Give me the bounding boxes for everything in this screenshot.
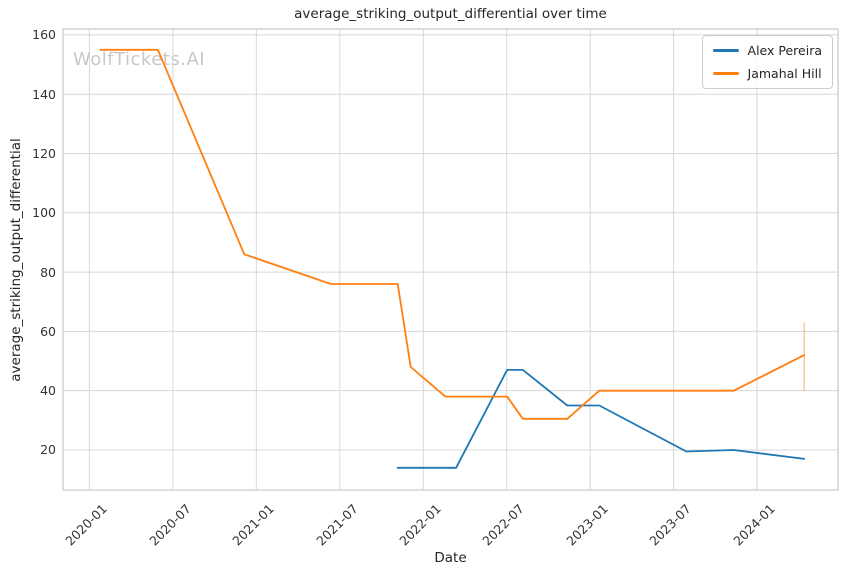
legend-item-alex-pereira: Alex Pereira [712, 43, 822, 58]
legend-line-swatch-alex-pereira [712, 49, 739, 52]
legend: Alex Pereira Jamahal Hill [701, 35, 833, 89]
x-axis-label: Date [434, 550, 467, 566]
legend-line-swatch-jamahal-hill [712, 72, 739, 75]
chart-title: average_striking_output_differential ove… [294, 6, 607, 22]
watermark: WolfTickets.AI [73, 49, 206, 70]
legend-label-alex-pereira: Alex Pereira [747, 43, 822, 58]
y-tick-label: 20 [40, 442, 56, 458]
y-tick-label: 120 [32, 146, 56, 161]
axes-border [62, 28, 839, 491]
y-tick-label: 60 [40, 323, 56, 339]
y-tick-label: 80 [40, 264, 56, 280]
y-tick-label: 160 [32, 27, 56, 43]
series-line-alex-pereira [396, 368, 806, 469]
y-axis-label: average_striking_output_differential [8, 138, 24, 382]
y-tick-label: 140 [32, 86, 56, 102]
legend-label-jamahal-hill: Jamahal Hill [747, 66, 822, 81]
legend-item-jamahal-hill: Jamahal Hill [712, 66, 822, 81]
series-line-jamahal-hill [99, 48, 806, 420]
y-tick-label: 40 [40, 383, 56, 399]
y-tick-label: 100 [32, 205, 56, 221]
